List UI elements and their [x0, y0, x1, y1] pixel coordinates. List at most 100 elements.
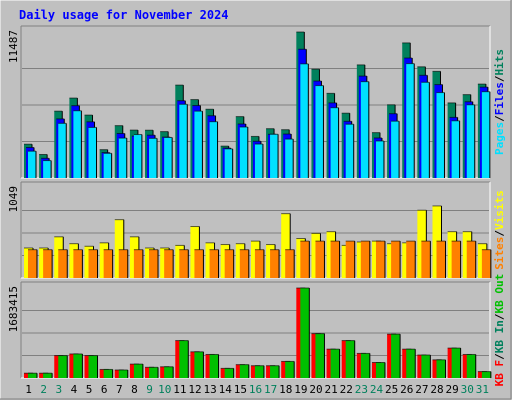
bar-pages-day-11 — [179, 103, 188, 178]
bar-sites-day-27 — [421, 240, 431, 278]
bar-pages-day-6 — [103, 152, 113, 178]
series-legend-label: Pages/Files/Hits — [493, 49, 506, 155]
legend-part: / — [493, 75, 506, 82]
bar-sites-day-11 — [179, 249, 189, 278]
day-label: 4 — [71, 383, 78, 396]
bar-sites-day-6 — [103, 249, 114, 278]
axis-max-label: 1683415 — [7, 286, 20, 332]
bar-kb_in-day-22 — [345, 340, 356, 378]
bar-pages-day-13 — [209, 121, 219, 178]
bar-kb_in-day-6 — [103, 368, 114, 378]
bar-pages-day-10 — [164, 136, 173, 178]
legend-part: / — [493, 230, 506, 237]
day-label: 17 — [264, 383, 277, 396]
bar-kb_in-day-18 — [285, 360, 295, 378]
bar-pages-day-17 — [270, 133, 279, 178]
bar-kb_in-day-5 — [88, 355, 99, 378]
bar-sites-day-29 — [451, 240, 462, 278]
bar-kb_in-day-12 — [194, 351, 204, 378]
bar-sites-day-3 — [58, 249, 68, 278]
day-label: 24 — [370, 383, 384, 396]
bar-kb_in-day-25 — [391, 333, 401, 378]
bar-sites-day-2 — [43, 249, 53, 278]
bar-pages-day-18 — [285, 138, 294, 178]
day-label: 28 — [430, 383, 443, 396]
legend-part: / — [493, 353, 506, 360]
bar-pages-day-22 — [345, 123, 355, 178]
bar-pages-day-2 — [43, 160, 52, 178]
day-label: 11 — [173, 383, 186, 396]
day-label: 5 — [86, 383, 93, 396]
bar-kb_in-day-30 — [466, 353, 477, 378]
day-label: 12 — [188, 383, 201, 396]
bar-pages-day-20 — [315, 85, 324, 178]
day-label: 30 — [461, 383, 474, 396]
bar-pages-day-26 — [406, 63, 415, 179]
bar-sites-day-13 — [209, 249, 220, 278]
bar-kb_in-day-7 — [118, 369, 129, 378]
bar-sites-day-18 — [285, 249, 295, 278]
bar-sites-day-24 — [375, 240, 386, 278]
bar-sites-day-9 — [149, 249, 159, 278]
bar-kb_in-day-28 — [436, 359, 446, 378]
bar-kb_in-day-31 — [481, 371, 492, 378]
bar-sites-day-12 — [194, 249, 204, 278]
bar-kb_in-day-9 — [149, 366, 159, 378]
day-label: 21 — [325, 383, 338, 396]
bar-kb_in-day-27 — [421, 354, 431, 378]
bar-pages-day-1 — [28, 150, 37, 178]
bar-sites-day-16 — [254, 249, 265, 278]
bar-sites-day-25 — [391, 240, 401, 278]
bar-sites-day-14 — [224, 249, 235, 278]
bar-kb_in-day-1 — [28, 372, 38, 378]
day-labels: 1 2 3 4 5 6 7 8 9 10 11 12 13 14 15 16 17 18 19 20 21 22 23 24 2… — [25, 383, 489, 396]
bar-sites-day-8 — [133, 249, 144, 278]
bar-sites-day-26 — [406, 240, 416, 278]
bar-kb_in-day-8 — [133, 363, 144, 378]
day-label: 25 — [385, 383, 398, 396]
bar-sites-day-7 — [118, 249, 129, 278]
bar-kb_in-day-10 — [164, 366, 174, 378]
bar-pages-day-27 — [421, 81, 430, 178]
series-legend-label: Sites/Visits — [493, 190, 506, 270]
day-label: 26 — [400, 383, 413, 396]
day-label: 16 — [249, 383, 262, 396]
day-label: 7 — [116, 383, 123, 396]
legend-part: Hits — [493, 49, 506, 76]
legend-part: Files — [493, 82, 506, 115]
bar-pages-day-28 — [436, 92, 445, 178]
bar-pages-day-15 — [239, 126, 249, 178]
bar-pages-day-30 — [466, 104, 476, 178]
bar-sites-day-21 — [330, 240, 341, 278]
bar-sites-day-23 — [360, 240, 371, 278]
bar-kb_in-day-2 — [43, 372, 53, 378]
bar-kb_in-day-14 — [224, 367, 235, 378]
day-label: 31 — [476, 383, 489, 396]
bar-kb_in-day-26 — [406, 348, 416, 378]
day-label: 14 — [219, 383, 233, 396]
bar-pages-day-19 — [300, 63, 309, 178]
bar-sites-day-10 — [164, 249, 174, 278]
bar-kb_in-day-17 — [270, 365, 280, 378]
day-label: 19 — [294, 383, 307, 396]
legend-part: KB F — [493, 360, 506, 387]
bar-kb_in-day-4 — [73, 353, 83, 378]
bar-sites-day-31 — [481, 249, 492, 278]
bar-pages-day-7 — [118, 137, 128, 178]
bar-pages-day-23 — [360, 81, 370, 178]
legend-part: Visits — [493, 190, 506, 230]
bar-kb_in-day-20 — [315, 333, 325, 378]
day-label: 1 — [25, 383, 32, 396]
legend-part: Pages — [493, 122, 506, 155]
day-label: 2 — [40, 383, 47, 396]
day-label: 6 — [101, 383, 108, 396]
panels-layer: 11487Pages/Files/Hits1049Sites/Visits168… — [7, 25, 506, 387]
bar-kb_in-day-11 — [179, 340, 189, 378]
day-label: 18 — [279, 383, 292, 396]
bar-pages-day-3 — [58, 122, 67, 178]
bar-sites-day-4 — [73, 249, 83, 278]
bar-sites-day-5 — [88, 249, 99, 278]
